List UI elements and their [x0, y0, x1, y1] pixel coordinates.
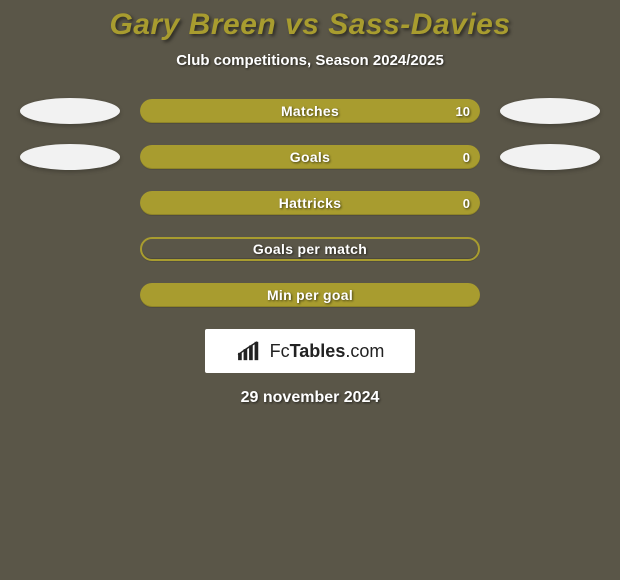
brand-text: FcTables.com	[270, 341, 385, 362]
stat-rows: Matches 10 Goals 0 Hattricks 0 Goals per match…	[0, 99, 620, 307]
player-left-marker	[20, 144, 120, 170]
stat-value: 0	[463, 196, 470, 211]
stat-bar: Goals 0	[140, 145, 480, 169]
page-title: Gary Breen vs Sass-Davies	[0, 0, 620, 42]
stat-value: 10	[456, 104, 470, 119]
page-subtitle: Club competitions, Season 2024/2025	[0, 52, 620, 69]
brand-badge: FcTables.com	[205, 329, 415, 373]
stat-row: Min per goal	[0, 283, 620, 307]
player-right-marker	[500, 144, 600, 170]
stat-bar: Min per goal	[140, 283, 480, 307]
stat-row: Goals 0	[0, 145, 620, 169]
stat-label: Matches	[281, 103, 339, 119]
stat-row: Hattricks 0	[0, 191, 620, 215]
stat-row: Matches 10	[0, 99, 620, 123]
player-right-marker	[500, 98, 600, 124]
stat-label: Goals	[290, 149, 330, 165]
stat-bar: Hattricks 0	[140, 191, 480, 215]
date-text: 29 november 2024	[0, 389, 620, 407]
stat-label: Goals per match	[253, 241, 367, 257]
player-left-marker	[20, 98, 120, 124]
stat-value: 0	[463, 150, 470, 165]
stat-bar: Matches 10	[140, 99, 480, 123]
brand-bold: Tables	[290, 341, 346, 361]
brand-prefix: Fc	[270, 341, 290, 361]
brand-logo-icon	[236, 340, 264, 362]
stat-label: Hattricks	[279, 195, 342, 211]
stat-row: Goals per match	[0, 237, 620, 261]
stat-bar: Goals per match	[140, 237, 480, 261]
stat-label: Min per goal	[267, 287, 353, 303]
brand-suffix: .com	[345, 341, 384, 361]
